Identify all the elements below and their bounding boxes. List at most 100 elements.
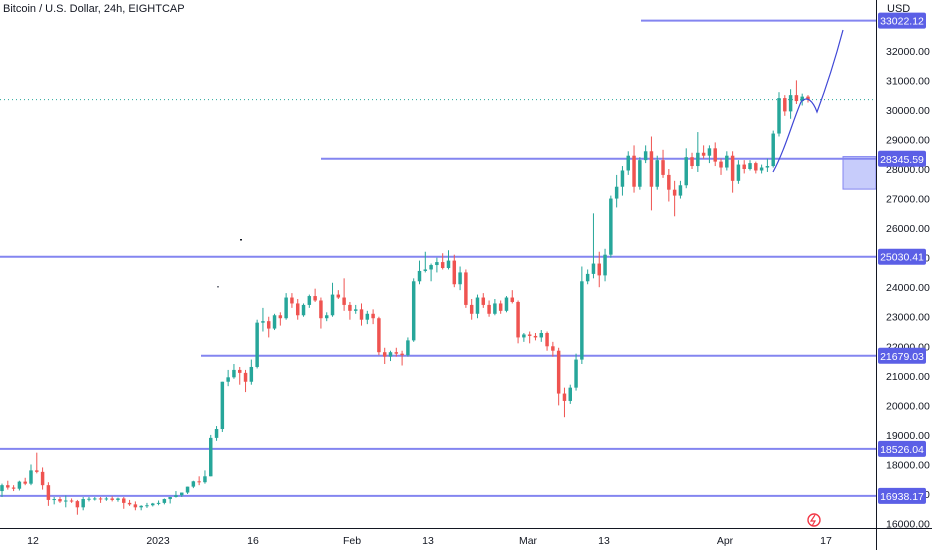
candle-body <box>771 133 775 167</box>
candle-body <box>238 369 242 373</box>
y-tick-label: 24000.00 <box>886 282 930 294</box>
level-label-bg <box>878 150 926 167</box>
candle-body <box>348 304 352 311</box>
candle-body <box>498 303 503 311</box>
candle-body <box>174 495 178 497</box>
price-zone-box[interactable] <box>842 156 877 190</box>
chart-title: Bitcoin / U.S. Dollar, 24h, EIGHTCAP <box>3 3 185 15</box>
candle-body <box>75 501 80 508</box>
candle-body <box>649 151 654 187</box>
candle-body <box>301 304 306 316</box>
candle-body <box>504 297 509 311</box>
x-tick-label: 13 <box>422 535 434 547</box>
candle-body <box>122 498 126 503</box>
candle-body <box>278 315 283 319</box>
candle-body <box>458 272 462 285</box>
x-tick-label: 13 <box>598 535 610 547</box>
y-tick-label: 31000.00 <box>886 75 930 87</box>
candle-body <box>69 500 74 502</box>
candle-body <box>643 151 648 161</box>
candle-body <box>116 498 120 500</box>
candle-body <box>545 332 549 347</box>
candle-body <box>127 502 132 505</box>
candle-body <box>806 96 810 100</box>
currency-label: USD <box>887 3 911 15</box>
candle-body <box>29 470 33 484</box>
candle-body <box>765 166 770 168</box>
candle-body <box>290 297 294 304</box>
candle-body <box>330 294 335 316</box>
candle-body <box>284 297 288 319</box>
candle-body <box>469 304 474 314</box>
candle-body <box>40 471 45 486</box>
candle-body <box>435 262 439 266</box>
candle-body <box>475 297 480 314</box>
level-label-bg <box>878 347 926 364</box>
candle-body <box>151 503 155 506</box>
candle-body <box>719 161 723 168</box>
candle-body <box>603 254 607 276</box>
candle-body <box>487 304 491 314</box>
candle-body <box>232 369 236 378</box>
candle-body <box>493 303 497 314</box>
candle-body <box>533 335 538 338</box>
x-tick-label: 17 <box>820 535 832 547</box>
y-tick-label: 20000.00 <box>886 400 930 412</box>
x-tick-label: Apr <box>717 535 734 547</box>
candle-body <box>342 297 346 305</box>
level-label-bg <box>878 440 926 457</box>
candle-body <box>98 498 103 500</box>
candle-body <box>626 155 630 171</box>
candle-body <box>145 505 149 507</box>
candle-body <box>522 334 526 338</box>
candle-body <box>336 294 341 298</box>
candle-body <box>464 272 468 305</box>
candle-body <box>591 263 596 274</box>
candle-body <box>46 485 51 500</box>
candle-body <box>788 95 793 112</box>
candle-body <box>580 281 584 360</box>
candle-body <box>226 377 230 382</box>
candle-body <box>742 164 746 170</box>
candle-body <box>313 296 317 301</box>
x-tick-label: Feb <box>343 535 361 547</box>
candle-body <box>748 163 752 170</box>
candle-body <box>243 372 248 382</box>
x-tick-label: Mar <box>519 535 538 547</box>
candle-body <box>17 481 22 489</box>
y-tick-label: 19000.00 <box>886 430 930 442</box>
candle-body <box>777 98 781 134</box>
candle-body <box>394 352 399 354</box>
candle-body <box>736 164 741 181</box>
candle-body <box>423 269 428 271</box>
candle-body <box>701 152 706 156</box>
candle-body <box>759 167 764 171</box>
candle-body <box>696 152 700 167</box>
candle-body <box>574 359 578 388</box>
candle-body <box>110 498 114 500</box>
y-tick-label: 21000.00 <box>886 371 930 383</box>
candle-body <box>203 476 207 483</box>
candle-body <box>707 148 712 156</box>
level-label-bg <box>878 12 926 29</box>
candle-body <box>562 393 567 401</box>
candle-body <box>794 95 799 102</box>
candle-body <box>597 263 601 276</box>
projection-path[interactable] <box>772 29 844 173</box>
candle-body <box>220 381 225 430</box>
candle-body <box>168 496 172 500</box>
y-tick-label: 32000.00 <box>886 46 930 58</box>
candle-body <box>52 499 56 501</box>
level-price-label: 33022.12 <box>880 16 924 28</box>
candle-body <box>191 481 196 487</box>
level-price-label: 21679.03 <box>880 351 924 363</box>
candle-body <box>411 281 416 341</box>
level-price-label: 28345.59 <box>880 154 924 166</box>
candle-body <box>620 170 625 187</box>
candle-body <box>632 155 636 187</box>
candle-body <box>365 313 370 320</box>
events-icon[interactable] <box>807 513 821 527</box>
candle-body <box>81 499 85 508</box>
